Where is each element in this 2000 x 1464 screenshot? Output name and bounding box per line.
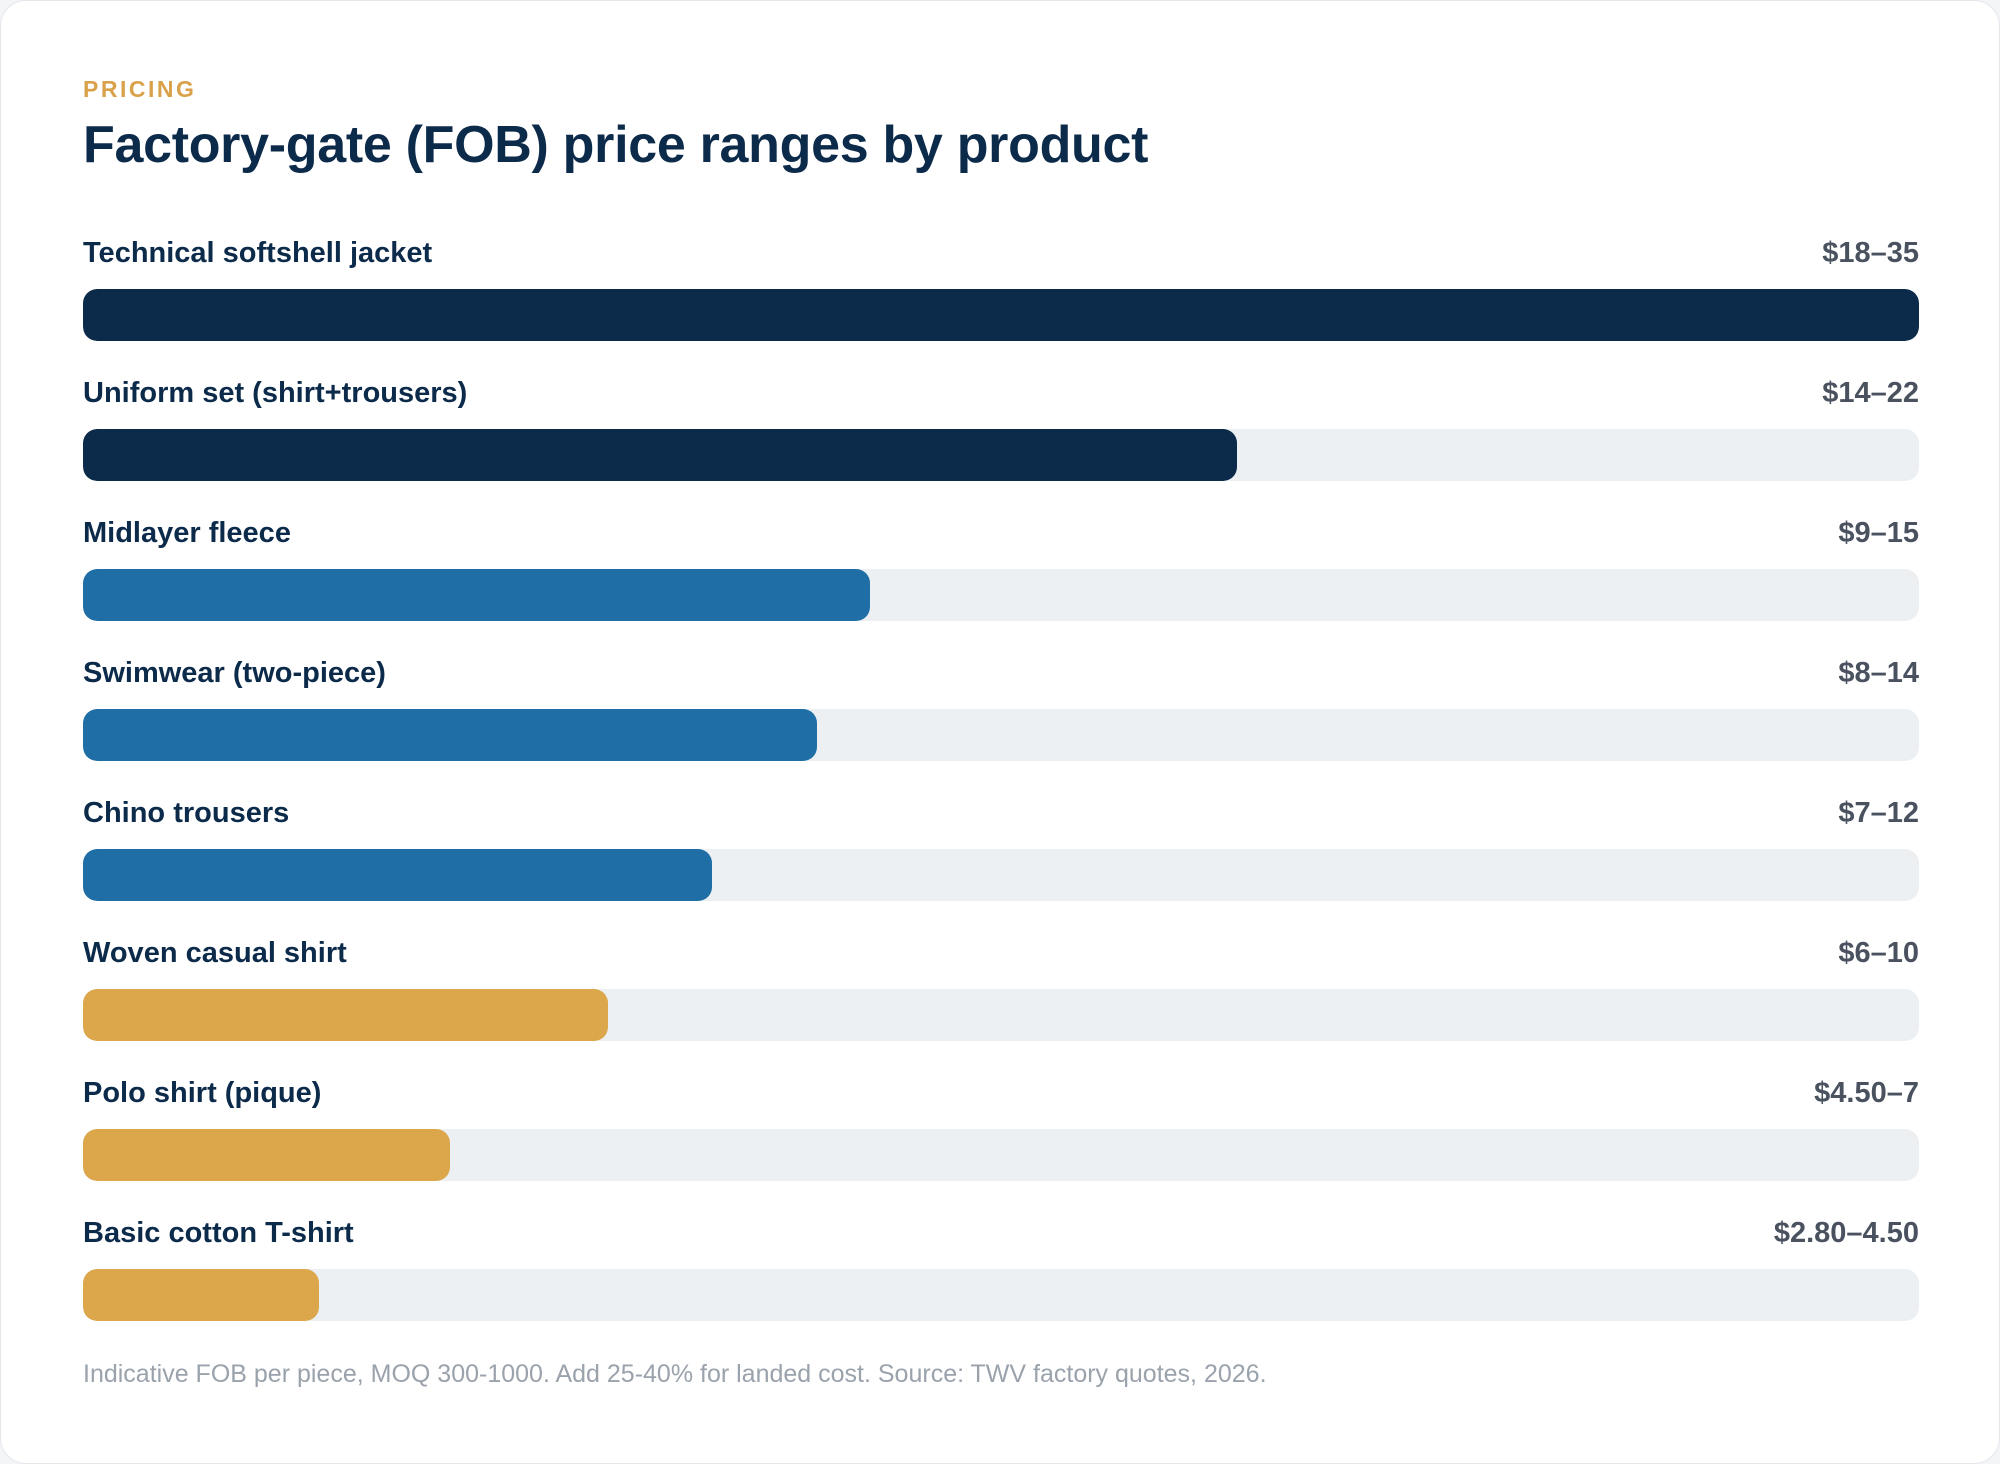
- bar-fill: [83, 569, 870, 621]
- bar-value-label: $7–12: [1838, 797, 1919, 829]
- bar-row: Basic cotton T-shirt $2.80–4.50: [83, 1213, 1919, 1333]
- bar-value-label: $2.80–4.50: [1773, 1217, 1919, 1249]
- bar-value-label: $18–35: [1822, 237, 1919, 269]
- bar-fill: [83, 1269, 319, 1321]
- bar-label: Swimwear (two-piece): [83, 657, 386, 689]
- bar-fill: [83, 289, 1919, 341]
- bar-row: Uniform set (shirt+trousers) $14–22: [83, 373, 1919, 493]
- bar-fill: [83, 989, 608, 1041]
- bar-track: [83, 849, 1919, 901]
- bar-label: Uniform set (shirt+trousers): [83, 377, 468, 409]
- section-eyebrow: PRICING: [83, 76, 197, 102]
- bar-row: Swimwear (two-piece) $8–14: [83, 653, 1919, 773]
- bar-track: [83, 289, 1919, 341]
- bar-label: Chino trousers: [83, 797, 290, 829]
- bar-track: [83, 569, 1919, 621]
- bar-track: [83, 989, 1919, 1041]
- bar-value-label: $8–14: [1838, 657, 1919, 689]
- bar-value-label: $14–22: [1822, 377, 1919, 409]
- chart-title: Factory-gate (FOB) price ranges by produ…: [83, 116, 1149, 174]
- bar-label: Polo shirt (pique): [83, 1077, 322, 1109]
- bar-row: Polo shirt (pique) $4.50–7: [83, 1073, 1919, 1193]
- bar-label: Woven casual shirt: [83, 937, 347, 969]
- bar-track: [83, 1269, 1919, 1321]
- bar-label: Basic cotton T-shirt: [83, 1217, 354, 1249]
- bar-track: [83, 429, 1919, 481]
- bar-row: Technical softshell jacket $18–35: [83, 233, 1919, 353]
- bar-fill: [83, 709, 817, 761]
- bar-row: Midlayer fleece $9–15: [83, 513, 1919, 633]
- bar-fill: [83, 429, 1237, 481]
- bar-label: Midlayer fleece: [83, 517, 291, 549]
- bar-label: Technical softshell jacket: [83, 237, 433, 269]
- bar-row: Chino trousers $7–12: [83, 793, 1919, 913]
- bar-track: [83, 1129, 1919, 1181]
- bar-fill: [83, 1129, 450, 1181]
- bar-value-label: $4.50–7: [1814, 1077, 1919, 1109]
- bar-row: Woven casual shirt $6–10: [83, 933, 1919, 1053]
- bar-value-label: $6–10: [1838, 937, 1919, 969]
- bar-track: [83, 709, 1919, 761]
- bar-fill: [83, 849, 712, 901]
- bar-value-label: $9–15: [1838, 517, 1919, 549]
- footnote: Indicative FOB per piece, MOQ 300-1000. …: [83, 1360, 1267, 1388]
